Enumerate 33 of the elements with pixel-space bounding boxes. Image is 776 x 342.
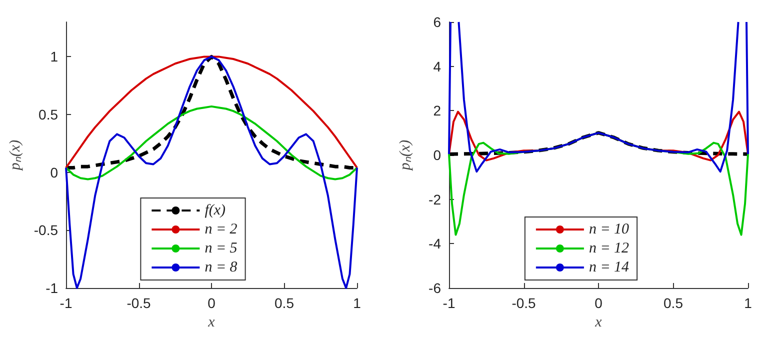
legend-label: n = 10 xyxy=(588,222,630,238)
line-series xyxy=(447,131,750,156)
y-tick-label: 0 xyxy=(50,164,58,180)
x-tick-label: 1 xyxy=(353,295,362,311)
line-series xyxy=(65,105,358,180)
x-tick-label: 0 xyxy=(594,295,603,311)
y-tick-label: 0 xyxy=(433,147,442,163)
x-axis-title: x xyxy=(594,314,602,330)
y-tick-label: 1 xyxy=(50,48,58,65)
x-tick-label: 0 xyxy=(208,295,216,311)
y-tick-label: -4 xyxy=(428,236,442,252)
y-tick-label: -6 xyxy=(428,280,442,296)
y-axis-title: pₙ(x) xyxy=(8,140,24,172)
x-tick-label: -0.5 xyxy=(512,295,536,311)
x-tick-label: 1 xyxy=(744,295,752,311)
legend-label: n = 5 xyxy=(204,240,238,256)
y-tick-label: 2 xyxy=(433,102,442,119)
legend-label: n = 14 xyxy=(588,260,630,276)
y-tick-label: -1 xyxy=(46,280,58,296)
y-tick-label: -2 xyxy=(428,191,442,208)
y-tick-label: 6 xyxy=(433,14,442,30)
x-tick-label: 0.5 xyxy=(664,295,684,311)
legend-label: n = 12 xyxy=(588,240,630,256)
legend-label: n = 2 xyxy=(204,222,238,238)
legend-label: f(x) xyxy=(204,202,226,218)
y-tick-label: -0.5 xyxy=(34,222,58,238)
legend-label: n = 8 xyxy=(204,260,238,276)
x-tick-label: 0.5 xyxy=(274,295,294,311)
x-tick-label: -0.5 xyxy=(126,295,152,311)
y-axis-title: pₙ(x) xyxy=(398,140,414,172)
x-axis-title: x xyxy=(207,314,216,330)
y-tick-label: 4 xyxy=(433,58,442,74)
y-tick-label: 0.5 xyxy=(38,106,58,123)
